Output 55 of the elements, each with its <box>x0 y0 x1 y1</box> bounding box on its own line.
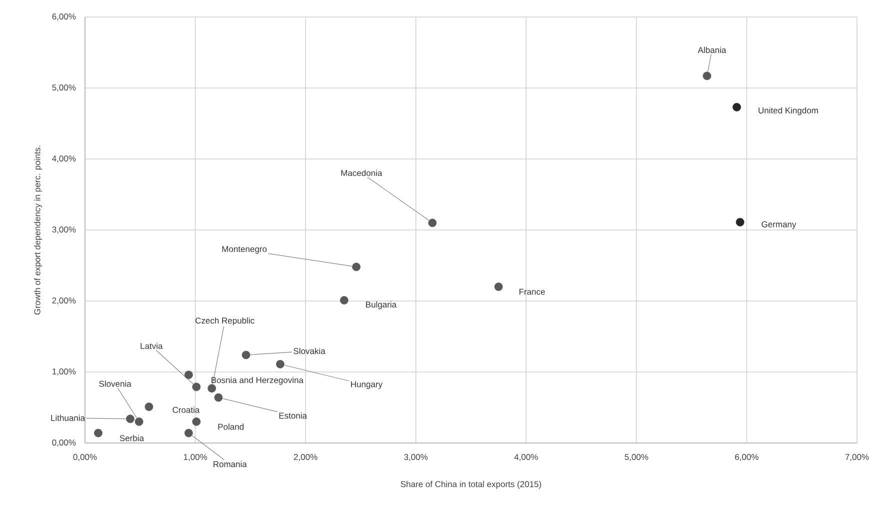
y-tick-label: 5,00% <box>52 84 76 92</box>
annotation: Bulgaria <box>366 301 397 310</box>
x-tick-label: 4,00% <box>514 454 538 462</box>
point <box>732 102 741 112</box>
point <box>208 384 216 393</box>
point <box>736 218 744 226</box>
y-tick-label: 4,00% <box>52 155 76 162</box>
annotation: Slovakia <box>294 348 326 354</box>
y-tick-label: 6,00% <box>52 13 76 20</box>
point <box>184 370 193 380</box>
y-tick-label: 0,00% <box>52 439 76 446</box>
annotation: Czech Republic <box>196 317 254 326</box>
annotation: Latvia <box>140 342 163 350</box>
annotation: Slovenia <box>99 380 132 387</box>
point <box>192 382 201 392</box>
annotation: Bosnia and Herzegovina <box>212 376 304 385</box>
annotation: Germany <box>762 221 796 230</box>
annotation: Croatia <box>172 406 200 413</box>
y-axis-title: Growth of export dependency in perc. points. <box>34 146 42 315</box>
point <box>242 350 250 360</box>
annotation: Macedonia <box>341 170 382 176</box>
annotation: Poland <box>218 424 244 430</box>
annotation: Hungary <box>351 381 383 389</box>
point <box>340 296 348 304</box>
x-axis-title: Share of China in total exports (2015) <box>400 480 542 489</box>
y-tick-label: 3,00% <box>52 226 76 234</box>
point <box>192 417 201 426</box>
annotation: Lithuania <box>51 414 86 421</box>
point <box>276 360 284 368</box>
point <box>144 402 154 411</box>
y-tick-label: 2,00% <box>52 297 76 304</box>
point <box>184 428 193 438</box>
x-tick-label: 7,00% <box>845 454 869 462</box>
point <box>428 218 437 228</box>
point <box>352 262 361 272</box>
annotation: Estonia <box>279 412 307 419</box>
x-tick-label: 6,00% <box>735 454 758 462</box>
point <box>94 428 102 438</box>
point <box>126 414 134 424</box>
annotation: Romania <box>214 460 247 468</box>
point <box>702 72 712 80</box>
point <box>494 282 503 291</box>
x-tick-label: 5,00% <box>624 454 648 462</box>
x-tick-label: 2,00% <box>294 454 318 462</box>
point <box>214 393 223 402</box>
point <box>134 417 144 426</box>
annotation: Serbia <box>120 434 144 442</box>
y-tick-label: 1,00% <box>52 368 76 376</box>
x-tick-label: 1,00% <box>184 454 208 462</box>
annotation: Albania <box>698 46 726 54</box>
annotation: United Kingdom <box>758 107 818 116</box>
annotation: Montenegro <box>222 246 267 254</box>
x-tick-label: 3,00% <box>404 454 428 462</box>
annotation: France <box>519 288 545 295</box>
x-tick-label: 0,00% <box>73 454 97 462</box>
